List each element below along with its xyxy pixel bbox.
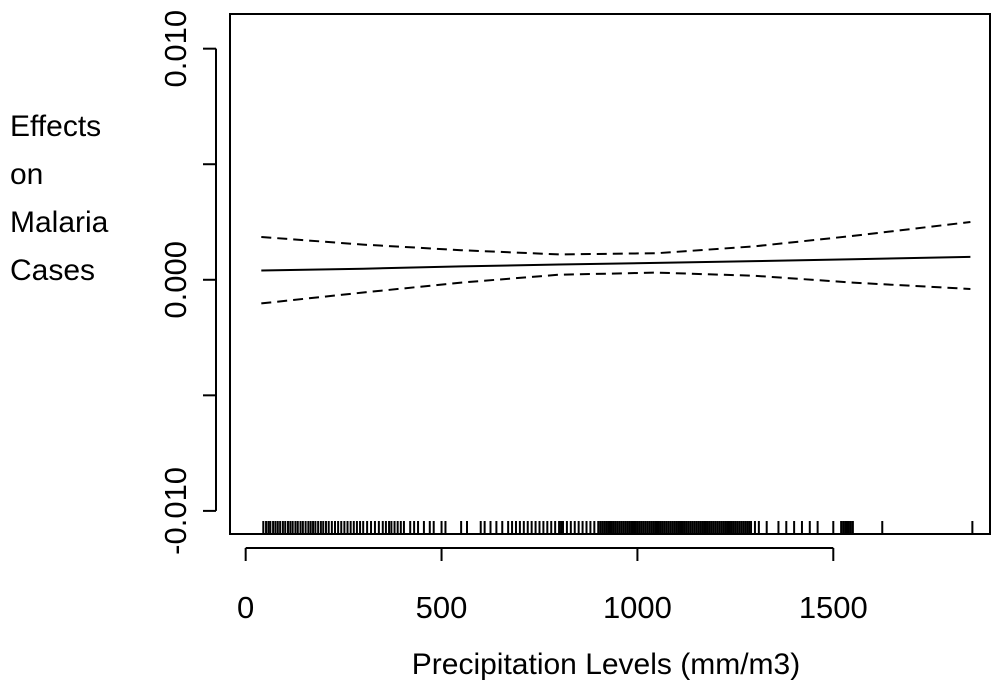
x-tick-label-0: 0 [237, 590, 254, 625]
y-tick-label-0: -0.010 [158, 467, 193, 555]
x-tick-label-3: 1500 [799, 590, 868, 625]
y-label-line-1: on [10, 158, 43, 191]
plot-frame [229, 13, 991, 535]
x-axis: 0 500 1000 1500 [237, 547, 868, 625]
y-label-line-3: Cases [10, 254, 95, 287]
x-tick-label-1: 500 [416, 590, 468, 625]
x-tick-label-2: 1000 [603, 590, 672, 625]
y-axis-label: Effects on Malaria Cases [10, 110, 109, 287]
series-line-1 [261, 221, 971, 256]
y-label-line-0: Effects [10, 110, 101, 143]
series-line-0 [261, 255, 971, 272]
x-axis-label: Precipitation Levels (mm/m3) [412, 648, 800, 681]
y-axis: -0.010 0.000 0.010 [158, 10, 217, 555]
series-line-2 [261, 271, 971, 305]
series-layer [261, 221, 971, 305]
y-label-line-2: Malaria [10, 206, 109, 239]
y-tick-label-4: 0.010 [158, 10, 193, 88]
rug-layer [262, 521, 974, 534]
y-tick-label-2: 0.000 [158, 241, 193, 319]
